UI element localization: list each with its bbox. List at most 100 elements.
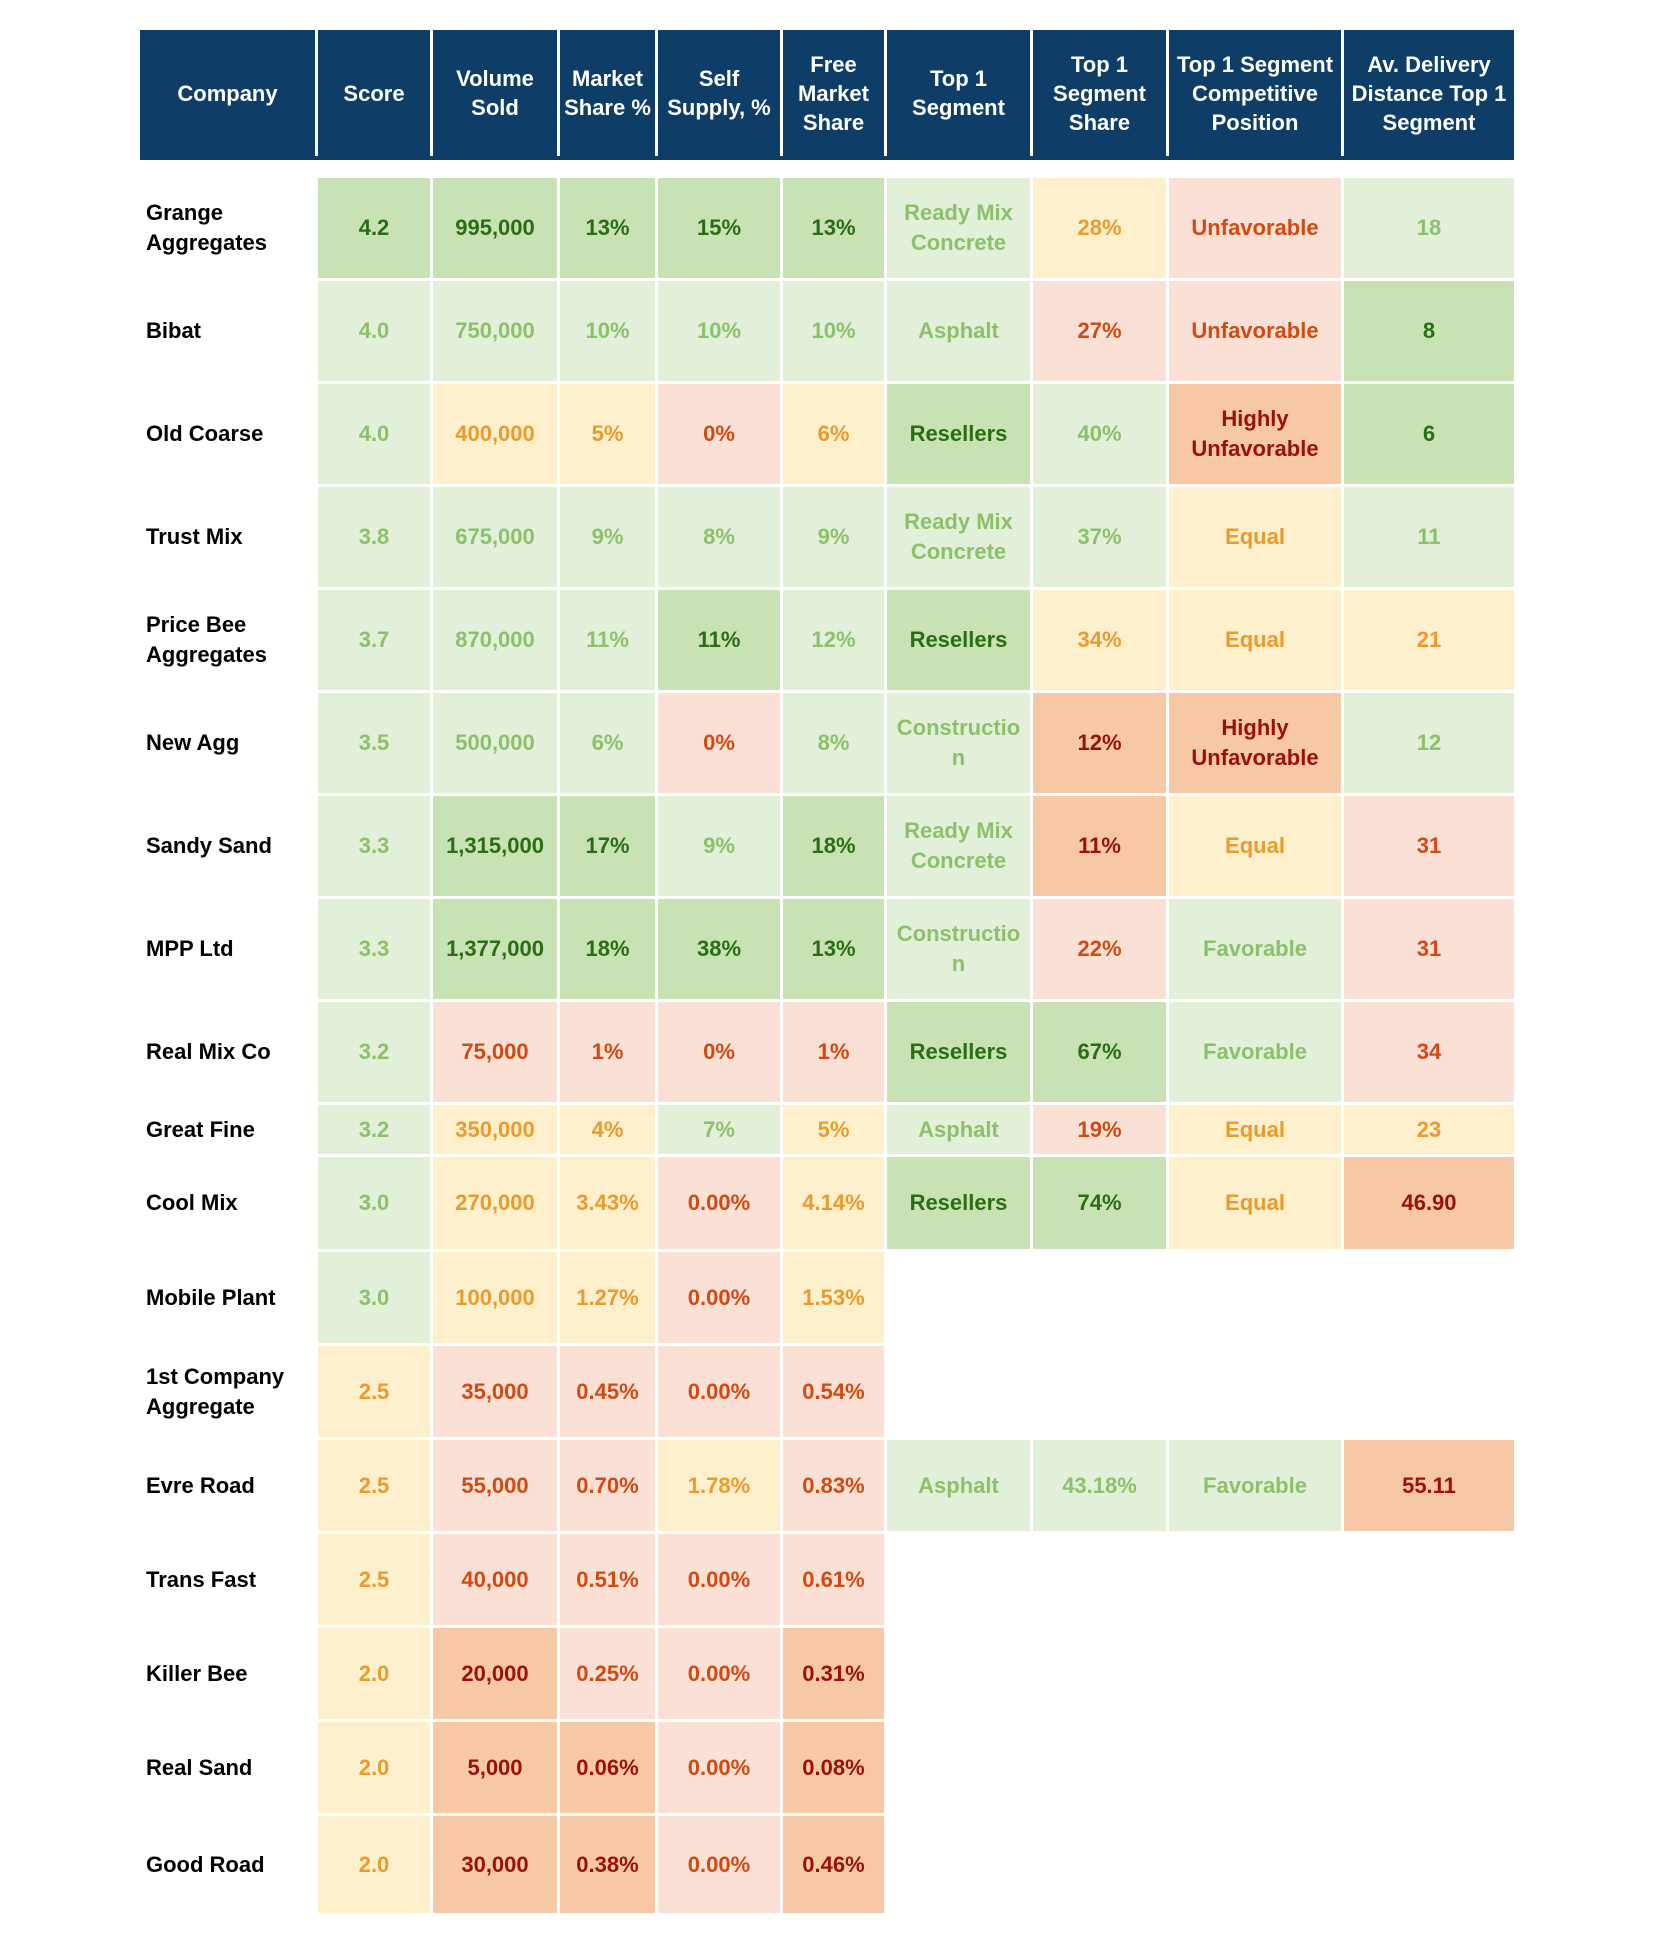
top1-segment-cell: Ready Mix Concrete — [887, 796, 1030, 896]
volume-sold-cell: 35,000 — [433, 1346, 557, 1437]
header-volume-sold: Volume Sold — [433, 30, 557, 156]
header-top1-segment-share: Top 1 Segment Share — [1033, 30, 1166, 156]
company-name-cell: Trans Fast — [140, 1534, 315, 1625]
top1-segment-share-cell: 40% — [1033, 384, 1166, 484]
market-share-cell: 0.06% — [560, 1722, 655, 1813]
self-supply-cell: 7% — [658, 1105, 780, 1154]
top1-competitive-position-cell: Equal — [1169, 590, 1341, 690]
header-self-supply: Self Supply, % — [658, 30, 780, 156]
self-supply-cell: 1.78% — [658, 1440, 780, 1531]
self-supply-cell: 0.00% — [658, 1534, 780, 1625]
self-supply-cell: 0.00% — [658, 1816, 780, 1913]
av-delivery-distance-cell: 11 — [1344, 487, 1514, 587]
free-market-share-cell: 0.31% — [783, 1628, 884, 1719]
company-name-cell: New Agg — [140, 693, 315, 793]
av-delivery-distance-cell: 46.90 — [1344, 1157, 1514, 1249]
top1-competitive-position-cell: Unfavorable — [1169, 178, 1341, 278]
top1-segment-share-cell — [1033, 1534, 1166, 1625]
company-name-cell: Killer Bee — [140, 1628, 315, 1719]
self-supply-cell: 0.00% — [658, 1628, 780, 1719]
company-name-cell: Mobile Plant — [140, 1252, 315, 1343]
score-cell: 2.0 — [318, 1628, 430, 1719]
free-market-share-cell: 6% — [783, 384, 884, 484]
top1-segment-share-cell — [1033, 1252, 1166, 1343]
company-name-cell: Good Road — [140, 1816, 315, 1913]
top1-segment-cell: Asphalt — [887, 1440, 1030, 1531]
av-delivery-distance-cell — [1344, 1252, 1514, 1343]
volume-sold-cell: 40,000 — [433, 1534, 557, 1625]
top1-segment-share-cell: 67% — [1033, 1002, 1166, 1102]
top1-competitive-position-cell — [1169, 1628, 1341, 1719]
score-cell: 2.0 — [318, 1722, 430, 1813]
market-share-cell: 0.45% — [560, 1346, 655, 1437]
market-share-cell: 10% — [560, 281, 655, 381]
top1-segment-cell: Resellers — [887, 1002, 1030, 1102]
free-market-share-cell: 4.14% — [783, 1157, 884, 1249]
free-market-share-cell: 13% — [783, 178, 884, 278]
free-market-share-cell: 8% — [783, 693, 884, 793]
free-market-share-cell: 13% — [783, 899, 884, 999]
volume-sold-cell: 750,000 — [433, 281, 557, 381]
volume-sold-cell: 870,000 — [433, 590, 557, 690]
free-market-share-cell: 0.83% — [783, 1440, 884, 1531]
score-cell: 3.8 — [318, 487, 430, 587]
av-delivery-distance-cell — [1344, 1816, 1514, 1913]
top1-competitive-position-cell: Favorable — [1169, 899, 1341, 999]
company-name-cell: Real Sand — [140, 1722, 315, 1813]
top1-segment-share-cell: 22% — [1033, 899, 1166, 999]
company-name-cell: Great Fine — [140, 1105, 315, 1154]
self-supply-cell: 0% — [658, 1002, 780, 1102]
av-delivery-distance-cell: 12 — [1344, 693, 1514, 793]
market-share-cell: 3.43% — [560, 1157, 655, 1249]
top1-segment-cell — [887, 1252, 1030, 1343]
top1-competitive-position-cell: Equal — [1169, 487, 1341, 587]
top1-segment-cell: Resellers — [887, 1157, 1030, 1249]
top1-competitive-position-cell: Highly Unfavorable — [1169, 384, 1341, 484]
top1-segment-cell: Resellers — [887, 384, 1030, 484]
self-supply-cell: 10% — [658, 281, 780, 381]
free-market-share-cell: 0.61% — [783, 1534, 884, 1625]
market-share-cell: 1.27% — [560, 1252, 655, 1343]
market-share-cell: 11% — [560, 590, 655, 690]
header-market-share: Market Share % — [560, 30, 655, 156]
top1-competitive-position-cell: Favorable — [1169, 1440, 1341, 1531]
free-market-share-cell: 0.08% — [783, 1722, 884, 1813]
top1-segment-share-cell: 28% — [1033, 178, 1166, 278]
self-supply-cell: 9% — [658, 796, 780, 896]
top1-segment-cell — [887, 1628, 1030, 1719]
company-name-cell: Real Mix Co — [140, 1002, 315, 1102]
free-market-share-cell: 0.46% — [783, 1816, 884, 1913]
free-market-share-cell: 10% — [783, 281, 884, 381]
top1-competitive-position-cell: Unfavorable — [1169, 281, 1341, 381]
free-market-share-cell: 18% — [783, 796, 884, 896]
header-av-delivery-distance: Av. Delivery Distance Top 1 Segment — [1344, 30, 1514, 156]
company-name-cell: 1st Company Aggregate — [140, 1346, 315, 1437]
score-cell: 3.3 — [318, 899, 430, 999]
market-share-cell: 9% — [560, 487, 655, 587]
top1-competitive-position-cell — [1169, 1722, 1341, 1813]
av-delivery-distance-cell: 18 — [1344, 178, 1514, 278]
top1-segment-share-cell: 12% — [1033, 693, 1166, 793]
score-cell: 4.0 — [318, 281, 430, 381]
top1-segment-share-cell: 74% — [1033, 1157, 1166, 1249]
market-share-cell: 0.25% — [560, 1628, 655, 1719]
av-delivery-distance-cell — [1344, 1628, 1514, 1719]
company-name-cell: Bibat — [140, 281, 315, 381]
header-free-market-share: Free Market Share — [783, 30, 884, 156]
company-name-cell: Price Bee Aggregates — [140, 590, 315, 690]
top1-segment-cell — [887, 1534, 1030, 1625]
av-delivery-distance-cell: 55.11 — [1344, 1440, 1514, 1531]
top1-segment-share-cell — [1033, 1346, 1166, 1437]
top1-segment-cell: Ready Mix Concrete — [887, 178, 1030, 278]
header-top1-competitive-position: Top 1 Segment Competitive Position — [1169, 30, 1341, 156]
top1-segment-share-cell: 27% — [1033, 281, 1166, 381]
top1-segment-share-cell: 37% — [1033, 487, 1166, 587]
top1-segment-cell: Ready Mix Concrete — [887, 487, 1030, 587]
header-score: Score — [318, 30, 430, 156]
volume-sold-cell: 995,000 — [433, 178, 557, 278]
market-share-cell: 13% — [560, 178, 655, 278]
volume-sold-cell: 350,000 — [433, 1105, 557, 1154]
header-underline — [140, 156, 1514, 160]
top1-segment-share-cell: 43.18% — [1033, 1440, 1166, 1531]
volume-sold-cell: 1,377,000 — [433, 899, 557, 999]
